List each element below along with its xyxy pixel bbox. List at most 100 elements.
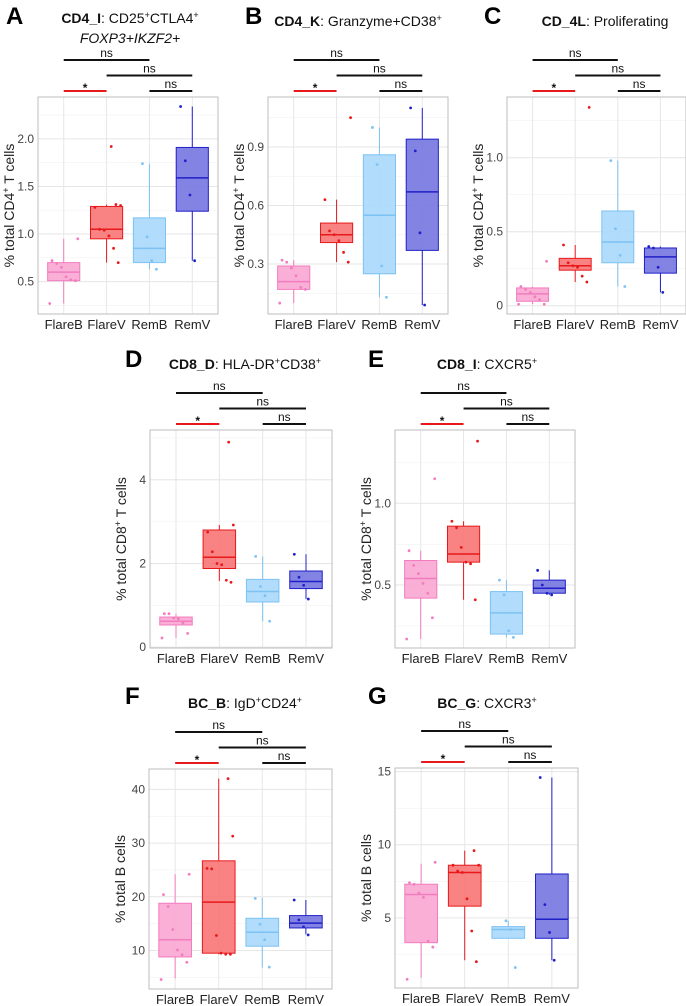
significance-star: * [552,81,557,95]
data-point [504,919,508,923]
x-tick-label: FlareB [513,317,551,332]
data-point [433,860,437,864]
plot-border [394,429,576,649]
data-point [297,918,301,922]
x-tick-label: FlareV [317,317,356,332]
text-segment: + [113,521,123,526]
box-iqr [491,926,526,939]
text-segment: CD4_I [61,10,101,26]
y-tick-label: 30 [132,836,146,850]
y-axis-label: % total B cells [358,834,374,922]
box-flarev [558,105,592,284]
x-tick-label: FlareB [402,991,440,1006]
box-flareb [277,258,311,305]
data-point [465,897,469,901]
panel-e: E CD8_I: CXCR5+0.51.0% total CD8+ T cells… [358,346,576,666]
data-point [587,105,591,109]
box-flarev [202,440,237,584]
data-point [289,266,293,270]
y-tick-label: 1.0 [374,496,391,510]
y-axis-label: % total CD4+ T cells [231,144,247,268]
box-remv [405,106,439,307]
data-point [73,279,77,283]
x-tick-label: FlareB [275,317,313,332]
data-point [585,280,589,284]
data-point [278,301,282,305]
text-segment: + [193,10,198,20]
significance-star: * [195,414,200,428]
data-point [342,250,345,254]
data-point [219,951,223,955]
data-point [227,440,231,444]
data-point [210,867,214,871]
data-point [263,594,267,598]
data-point [167,612,171,616]
x-tick-label: RemV [174,317,210,332]
significance-label: ns [457,379,470,393]
text-segment: CD_4L [542,13,587,29]
plot-area [507,97,686,314]
data-point [405,637,409,641]
data-point [176,617,180,621]
data-point [413,149,417,153]
data-point [116,261,120,265]
data-point [550,593,554,597]
data-point [548,931,551,934]
box-iqr [405,138,439,251]
x-tick-label: FlareV [444,651,483,666]
box-iqr [558,257,592,271]
data-point [647,245,651,248]
data-point [426,939,430,943]
significance-label: ns [633,77,646,91]
data-point [263,938,267,942]
data-point [220,563,224,567]
data-point [421,582,425,585]
data-point [285,260,289,264]
box-remb [132,162,167,271]
data-point [185,960,189,964]
text-segment: % total CD8 [113,526,129,601]
data-point [162,612,166,616]
data-point [405,977,409,981]
data-point [472,849,476,852]
box-flarev [90,145,124,265]
box-iqr [175,146,209,212]
significance-label: ns [395,77,408,91]
y-tick-label: 40 [132,782,146,796]
text-segment: + [532,356,537,366]
y-tick-label: 1.0 [17,227,34,241]
x-tick-label: RemB [245,651,281,666]
data-point [623,285,627,288]
text-segment: % total B cells [358,834,374,922]
significance-star: * [83,81,88,95]
y-axis-label: % total B cells [112,835,128,923]
data-point [206,530,210,534]
text-segment: T cells [113,477,129,521]
x-tick-label: RemB [244,992,280,1006]
panel-title: FOXP3+IKZF2+ [80,30,180,46]
data-point [155,267,158,271]
text-segment: % total B cells [112,835,128,923]
data-point [408,881,411,885]
data-point [328,229,331,233]
text-segment: + [470,187,480,192]
data-point [183,159,187,163]
y-axis-label: % total CD8+ T cells [113,477,129,601]
text-segment: T cells [1,144,17,188]
significance-label: ns [165,77,178,91]
significance-label: ns [522,410,535,424]
x-tick-label: FlareV [87,317,126,332]
data-point [656,265,660,269]
data-point [450,519,454,523]
data-point [464,560,468,564]
data-point [112,246,115,250]
data-point [332,233,336,237]
data-point [540,583,544,587]
data-point [576,265,579,269]
box-iqr [132,217,167,264]
data-point [562,243,565,247]
data-point [412,564,416,567]
text-segment: % total CD4 [470,192,486,267]
data-point [187,872,191,876]
